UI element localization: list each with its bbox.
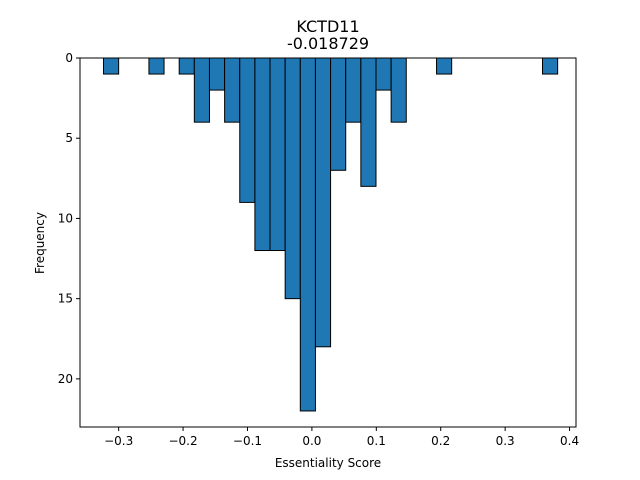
histogram-bar xyxy=(254,57,271,252)
histogram-bar xyxy=(224,57,241,123)
histogram-bar xyxy=(103,57,120,75)
histogram-bar xyxy=(390,57,407,123)
histogram-bar xyxy=(148,57,165,75)
x-tick-label: 0.0 xyxy=(302,434,321,448)
histogram-bars xyxy=(103,57,559,412)
x-axis-label: Essentiality Score xyxy=(275,456,381,470)
histogram-bar xyxy=(239,57,256,203)
x-tick-label: −0.3 xyxy=(104,434,133,448)
x-tick-label: −0.1 xyxy=(233,434,262,448)
chart-subtitle: -0.018729 xyxy=(287,34,369,53)
histogram-bar xyxy=(345,57,362,123)
y-axis-label: Frequency xyxy=(33,212,47,274)
chart-title: KCTD11 xyxy=(296,17,359,36)
histogram-bar xyxy=(375,57,392,91)
y-tick-label: 15 xyxy=(58,292,73,306)
histogram-bar xyxy=(360,57,377,187)
histogram-bar xyxy=(436,57,453,75)
x-tick-label: 0.2 xyxy=(431,434,450,448)
histogram-bar xyxy=(193,57,210,123)
x-tick-label: −0.2 xyxy=(168,434,197,448)
histogram-bar xyxy=(208,57,226,91)
y-tick-label: 10 xyxy=(58,211,73,225)
histogram-bar xyxy=(330,57,347,171)
histogram-bar xyxy=(314,57,332,348)
y-tick-label: 20 xyxy=(58,372,73,386)
x-tick-label: 0.4 xyxy=(560,434,579,448)
x-tick-label: 0.3 xyxy=(496,434,515,448)
y-tick-label: 5 xyxy=(65,131,73,145)
histogram-bar xyxy=(269,57,286,252)
histogram-bar xyxy=(299,57,316,412)
y-tick-label: 0 xyxy=(65,51,73,65)
histogram-bar xyxy=(542,57,559,75)
x-tick-label: 0.1 xyxy=(367,434,386,448)
histogram-bar xyxy=(178,57,195,75)
plot-frame xyxy=(79,57,577,428)
y-axis-ticks: 0 5 10 15 20 xyxy=(58,51,80,386)
x-axis-ticks: −0.3 −0.2 −0.1 0.0 0.1 0.2 0.3 0.4 xyxy=(104,427,579,448)
histogram-bar xyxy=(284,57,301,300)
